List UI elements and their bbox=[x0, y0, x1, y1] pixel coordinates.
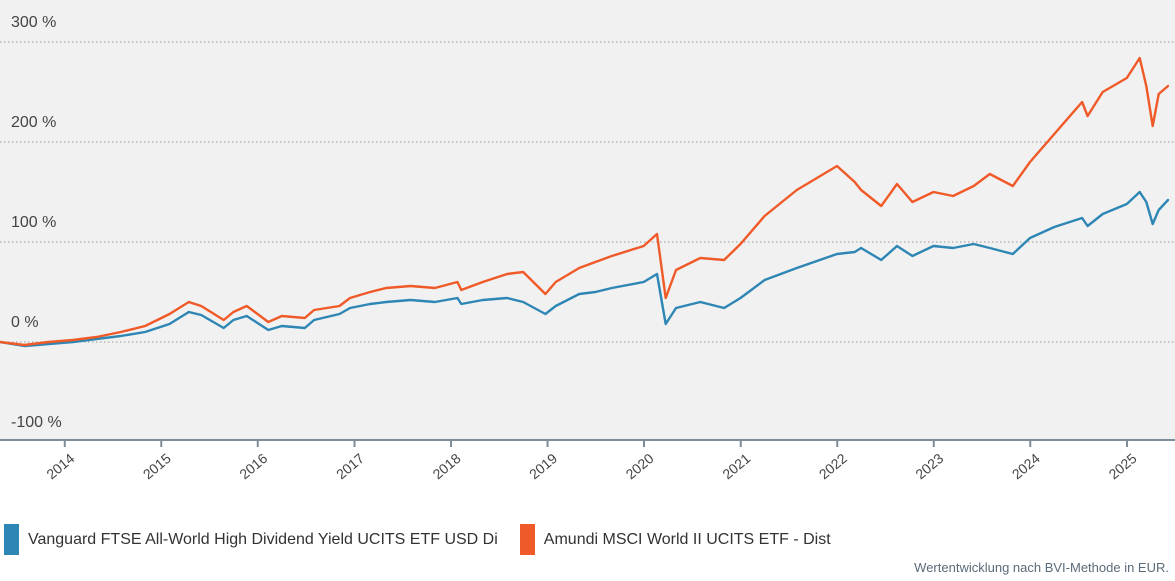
legend-label-vanguard: Vanguard FTSE All-World High Dividend Yi… bbox=[28, 530, 498, 548]
legend-label-amundi: Amundi MSCI World II UCITS ETF - Dist bbox=[543, 530, 831, 548]
x-tick-label: 2018 bbox=[429, 450, 463, 482]
y-tick-label: -100 % bbox=[11, 414, 62, 431]
plot-background bbox=[0, 0, 1175, 440]
x-tick-label: 2020 bbox=[622, 450, 656, 482]
line-chart: -100 %0 %100 %200 %300 % 2014 2015 2016 201… bbox=[0, 0, 1175, 482]
x-tick-label: 2021 bbox=[719, 450, 753, 482]
series-line-0[interactable] bbox=[0, 190, 1170, 348]
x-tick-label: 2022 bbox=[816, 450, 850, 482]
legend-item-vanguard[interactable]: Vanguard FTSE All-World High Dividend Yi… bbox=[4, 524, 498, 555]
x-tick-label: 2014 bbox=[43, 450, 77, 482]
y-axis-ticks: -100 % 0 % 100 % 200 % 300 % bbox=[11, 14, 62, 431]
x-tick-label: 2016 bbox=[236, 450, 270, 482]
series-line-1[interactable] bbox=[0, 56, 1170, 347]
legend-item-amundi[interactable]: Amundi MSCI World II UCITS ETF - Dist bbox=[519, 524, 831, 555]
x-tick-label: 2015 bbox=[140, 450, 174, 482]
legend-swatch-amundi bbox=[519, 524, 535, 555]
series-lines bbox=[0, 56, 1170, 348]
x-tick-label: 2023 bbox=[912, 450, 946, 482]
x-tick-label: 2019 bbox=[526, 450, 560, 482]
y-tick-label: 300 % bbox=[11, 14, 56, 31]
y-tick-label: 100 % bbox=[11, 214, 56, 231]
legend: Vanguard FTSE All-World High Dividend Yi… bbox=[4, 524, 831, 555]
footnote: Wertentwicklung nach BVI-Methode in EUR. bbox=[914, 560, 1169, 575]
legend-swatch-vanguard bbox=[4, 524, 19, 555]
x-tick-label: 2024 bbox=[1009, 450, 1043, 482]
x-tick-label: 2017 bbox=[333, 450, 367, 482]
x-tick-label: 2025 bbox=[1105, 450, 1139, 482]
y-tick-label: 0 % bbox=[11, 314, 39, 331]
y-tick-label: 200 % bbox=[11, 114, 56, 131]
x-axis-ticks: 2014 2015 2016 2017 2018 2019 2020 2021 2022 2023… bbox=[43, 440, 1140, 482]
